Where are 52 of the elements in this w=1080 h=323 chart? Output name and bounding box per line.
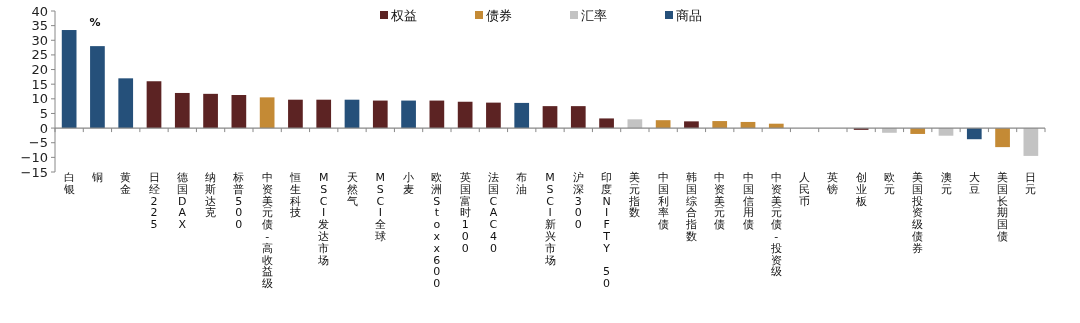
x-tick-label: 白银 (62, 171, 75, 196)
y-tick-label: 25 (31, 47, 48, 63)
x-tick-label: 美国长期国债 (997, 171, 1009, 243)
x-tick-label: 人民币 (799, 171, 811, 208)
x-tick-label: 欧元 (883, 171, 895, 196)
y-tick-label: −5 (28, 135, 48, 151)
y-tick-label: −15 (20, 164, 48, 180)
x-tick-label: 法国CAC40 (487, 171, 499, 255)
y-tick-label: 10 (31, 91, 48, 107)
legend-label: 商品 (676, 8, 702, 23)
x-tick-label: 美国投资级债券 (911, 171, 924, 255)
x-tick-label: 创业板 (854, 171, 867, 208)
x-tick-label: 日元 (1025, 171, 1037, 196)
x-tick-label: 沪深300 (572, 171, 584, 232)
x-tick-label: 中国利率债 (657, 171, 669, 232)
x-tick-label: 英国富时100 (459, 171, 471, 255)
x-tick-label: MSCI发达市场 (317, 171, 330, 267)
y-tick-label: 35 (31, 18, 48, 34)
x-tick-label: MSCI新兴市场 (543, 171, 556, 267)
category-label: 中资美元债-高收益级 (261, 171, 273, 291)
legend-label: 权益 (390, 8, 417, 23)
x-tick-label: 铜 (90, 171, 103, 184)
y-tick-label: −10 (20, 149, 48, 165)
x-tick-label: 纳斯达克 (205, 171, 217, 220)
x-tick-label: 美元指数 (628, 171, 641, 220)
y-tick-label: 40 (31, 3, 48, 19)
x-tick-label: 小麦 (403, 171, 415, 196)
x-tick-label: 恒生科技 (288, 171, 301, 220)
x-tick-label: MSCI全球 (374, 171, 386, 243)
category-label: 中资美元债-投资级 (770, 171, 782, 279)
x-tick-label: 中国信用债 (742, 171, 754, 232)
y-tick-label: 15 (31, 76, 48, 92)
x-tick-label: 天然气 (346, 171, 358, 208)
legend-label: 汇率 (581, 8, 607, 23)
category-label: 欧洲Stoxx600 (431, 171, 443, 291)
x-tick-label: 英镑 (826, 171, 839, 196)
y-tick-label: 30 (31, 32, 48, 48)
x-tick-label: 澳元 (940, 171, 952, 196)
y-tick-label: 20 (31, 62, 48, 78)
x-tick-label: 大豆 (968, 171, 980, 196)
x-tick-label: 黄金 (120, 171, 132, 196)
x-tick-label: 布油 (516, 171, 528, 196)
x-tick-label: 德国DAX (176, 171, 188, 232)
x-tick-label: 中资美元债 (714, 171, 726, 232)
annotation: % (89, 16, 101, 29)
y-tick-label: 5 (39, 105, 48, 121)
x-tick-label: 韩国综合指数 (684, 171, 697, 243)
legend-label: 债券 (486, 8, 512, 23)
x-tick-label: 日经225 (148, 171, 160, 232)
y-tick-label: 0 (39, 120, 48, 136)
category-label: 印度NIFTY 50 (601, 171, 613, 291)
x-tick-label: 标普500 (232, 171, 245, 232)
